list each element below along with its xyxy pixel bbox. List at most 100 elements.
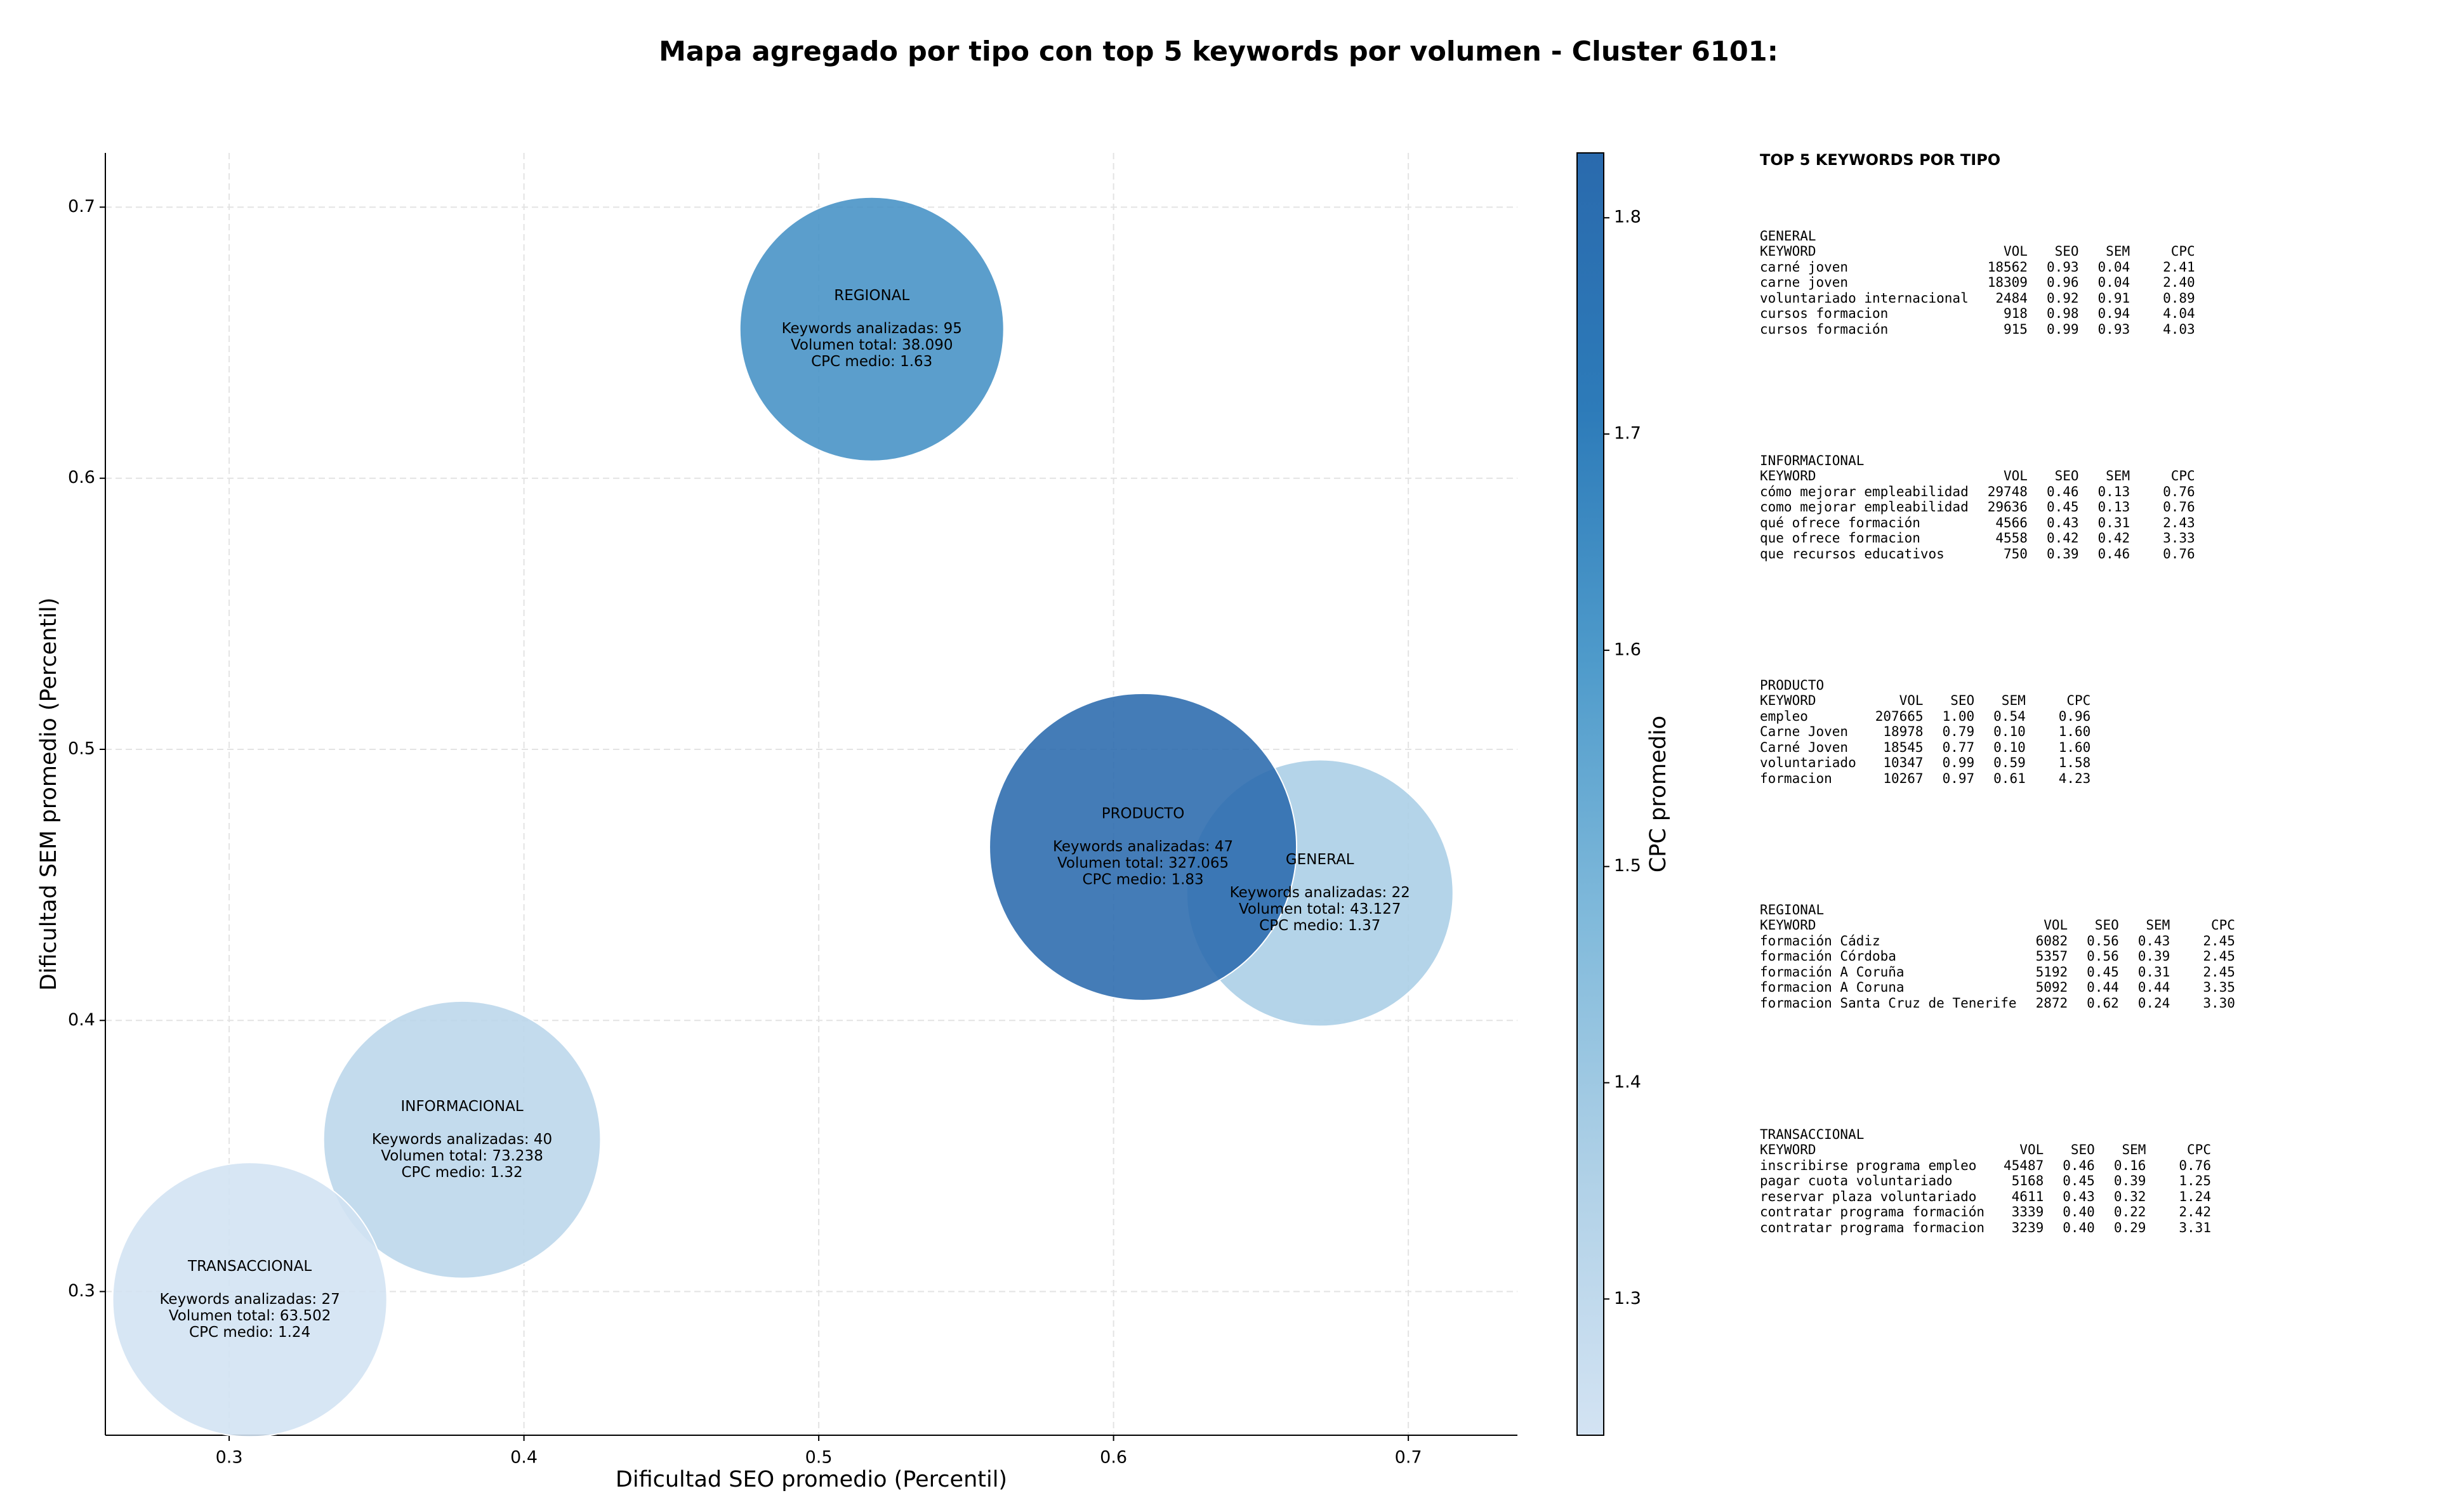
keyword-cell: 0.76 (2179, 1157, 2211, 1173)
bubble (989, 692, 1298, 1001)
y-tick-label: 0.3 (68, 1281, 95, 1301)
keyword-cell: voluntariado internacional (1760, 290, 1969, 306)
keyword-cell: 0.10 (1993, 724, 2026, 739)
header-cell: VOL (2004, 244, 2028, 259)
keyword-cell: 3239 (2011, 1219, 2044, 1235)
keyword-cell: 0.44 (2087, 980, 2119, 995)
bubble-annotation: CPC medio: 1.83 (1082, 871, 1203, 888)
bubble-annotation: Volumen total: 327.065 (1057, 855, 1229, 871)
header-cell: CPC (2170, 244, 2195, 259)
keyword-cell: 0.40 (2063, 1219, 2095, 1235)
keyword-cell: 3.31 (2179, 1219, 2211, 1235)
colorbar-tick-label: 1.7 (1614, 424, 1641, 444)
header-row: KEYWORD VOL SEO SEM CPC (1760, 468, 2195, 484)
panel-title: TOP 5 KEYWORDS POR TIPO (1760, 151, 2001, 169)
keyword-cell: 0.98 (2046, 306, 2079, 321)
keyword-cell: 0.45 (2087, 964, 2119, 980)
keyword-cell: 0.59 (1993, 755, 2026, 770)
section-type: GENERAL (1760, 228, 1816, 244)
keyword-cell: 0.93 (2046, 259, 2079, 275)
keyword-cell: 0.96 (2046, 275, 2079, 290)
bubble-annotation: CPC medio: 1.63 (811, 353, 932, 370)
keyword-cell: formación Cádiz (1760, 933, 1880, 949)
keyword-cell: 0.22 (2113, 1204, 2146, 1219)
keyword-cell: 0.24 (2137, 995, 2170, 1011)
keyword-cell: 0.39 (2113, 1173, 2146, 1188)
keyword-cell: 0.77 (1942, 739, 1975, 755)
bubble (739, 196, 1005, 462)
colorbar-tick-label: 1.8 (1614, 207, 1641, 227)
keyword-cell: 3.33 (2163, 530, 2195, 546)
bubble-name: INFORMACIONAL (400, 1098, 523, 1115)
bubble-name: REGIONAL (834, 287, 909, 304)
keyword-row: Carne Joven 18978 0.79 0.10 1.60 (1760, 724, 2090, 740)
keyword-cell: 0.46 (2097, 546, 2130, 562)
colorbar-tick-label: 1.4 (1614, 1072, 1641, 1092)
keyword-cell: 207665 (1875, 708, 1924, 724)
keyword-cell: 0.43 (2063, 1188, 2095, 1204)
keyword-cell: contratar programa formación (1760, 1204, 1985, 1219)
keyword-cell: 0.32 (2113, 1188, 2146, 1204)
keyword-cell: 0.89 (2163, 290, 2195, 306)
keyword-cell: 0.43 (2046, 515, 2079, 530)
keyword-row: cursos formación 915 0.99 0.93 4.03 (1760, 322, 2195, 338)
bubble-annotation: Keywords analizadas: 22 (1230, 884, 1410, 901)
keyword-row: voluntariado 10347 0.99 0.59 1.58 (1760, 755, 2090, 771)
keyword-row: formación A Coruña 5192 0.45 0.31 2.45 (1760, 964, 2235, 980)
section-type: TRANSACCIONAL (1760, 1127, 1865, 1142)
keyword-row: formación Cádiz 6082 0.56 0.43 2.45 (1760, 933, 2235, 949)
keyword-cell: 0.44 (2137, 980, 2170, 995)
header-cell: KEYWORD (1760, 468, 1816, 483)
keyword-cell: cómo mejorar empleabilidad (1760, 483, 1969, 499)
keyword-cell: 0.96 (2058, 708, 2091, 724)
bubble-annotation: Volumen total: 43.127 (1239, 901, 1401, 917)
section-type: PRODUCTO (1760, 678, 1825, 693)
keyword-table: KEYWORD VOL SEO SEM CPC cómo mejorar empleabi… (1760, 468, 2195, 562)
keyword-cell: 0.42 (2097, 530, 2130, 546)
keyword-cell: 1.00 (1942, 708, 1975, 724)
keyword-cell: contratar programa formacion (1760, 1219, 1985, 1235)
keyword-cell: 0.91 (2097, 290, 2130, 306)
keyword-cell: 0.39 (2046, 546, 2079, 562)
keyword-cell: 5357 (2035, 949, 2068, 964)
keyword-row: contratar programa formacion 3239 0.40 0.29… (1760, 1220, 2211, 1236)
keyword-cell: 0.31 (2137, 964, 2170, 980)
x-tick-label: 0.3 (216, 1448, 243, 1468)
keyword-cell: formación A Coruña (1760, 964, 1905, 980)
keyword-cell: 2.41 (2163, 259, 2195, 275)
keyword-cell: pagar cuota voluntariado (1760, 1173, 1953, 1188)
header-cell: SEM (2001, 693, 2026, 708)
header-row: KEYWORD VOL SEO SEM CPC (1760, 1142, 2211, 1158)
keyword-row: contratar programa formación 3339 0.40 0.22… (1760, 1204, 2211, 1220)
keyword-cell: formacion Santa Cruz de Tenerife (1760, 995, 2017, 1011)
keyword-section: TRANSACCIONAL KEYWORD VOL SEO SEM CPC inscribi… (1760, 1127, 2211, 1235)
keyword-cell: inscribirse programa empleo (1760, 1157, 1977, 1173)
header-cell: SEO (2054, 468, 2079, 483)
keyword-cell: 5168 (2011, 1173, 2044, 1188)
keyword-row: reservar plaza voluntariado 4611 0.43 0.32 1… (1760, 1189, 2211, 1205)
header-cell: KEYWORD (1760, 1142, 1816, 1157)
bubble-name: PRODUCTO (1102, 805, 1185, 822)
keyword-cell: 2484 (1995, 290, 2028, 306)
bubble-name: TRANSACCIONAL (187, 1258, 312, 1275)
keyword-cell: 2.40 (2163, 275, 2195, 290)
keyword-row: cómo mejorar empleabilidad 29748 0.46 0.13 0… (1760, 484, 2195, 500)
keyword-cell: 2.45 (2203, 949, 2235, 964)
keyword-row: Carné Joven 18545 0.77 0.10 1.60 (1760, 740, 2090, 756)
y-tick-label: 0.7 (68, 197, 95, 216)
header-cell: SEM (2122, 1142, 2146, 1157)
header-cell: VOL (1899, 693, 1924, 708)
keyword-cell: 0.79 (1942, 724, 1975, 739)
keyword-cell: 5092 (2035, 980, 2068, 995)
keyword-cell: 918 (2004, 306, 2028, 321)
section-type: INFORMACIONAL (1760, 453, 1865, 468)
bubble-annotation: Volumen total: 63.502 (169, 1308, 331, 1324)
keyword-cell: 3.30 (2203, 995, 2235, 1011)
header-cell: SEO (2054, 244, 2079, 259)
bubble (112, 1162, 388, 1438)
keyword-table: KEYWORD VOL SEO SEM CPC formación Cádiz 6082 0.… (1760, 917, 2235, 1011)
keyword-cell: 4558 (1995, 530, 2028, 546)
x-tick-label: 0.5 (805, 1448, 833, 1468)
keyword-cell: 4.23 (2058, 770, 2091, 786)
